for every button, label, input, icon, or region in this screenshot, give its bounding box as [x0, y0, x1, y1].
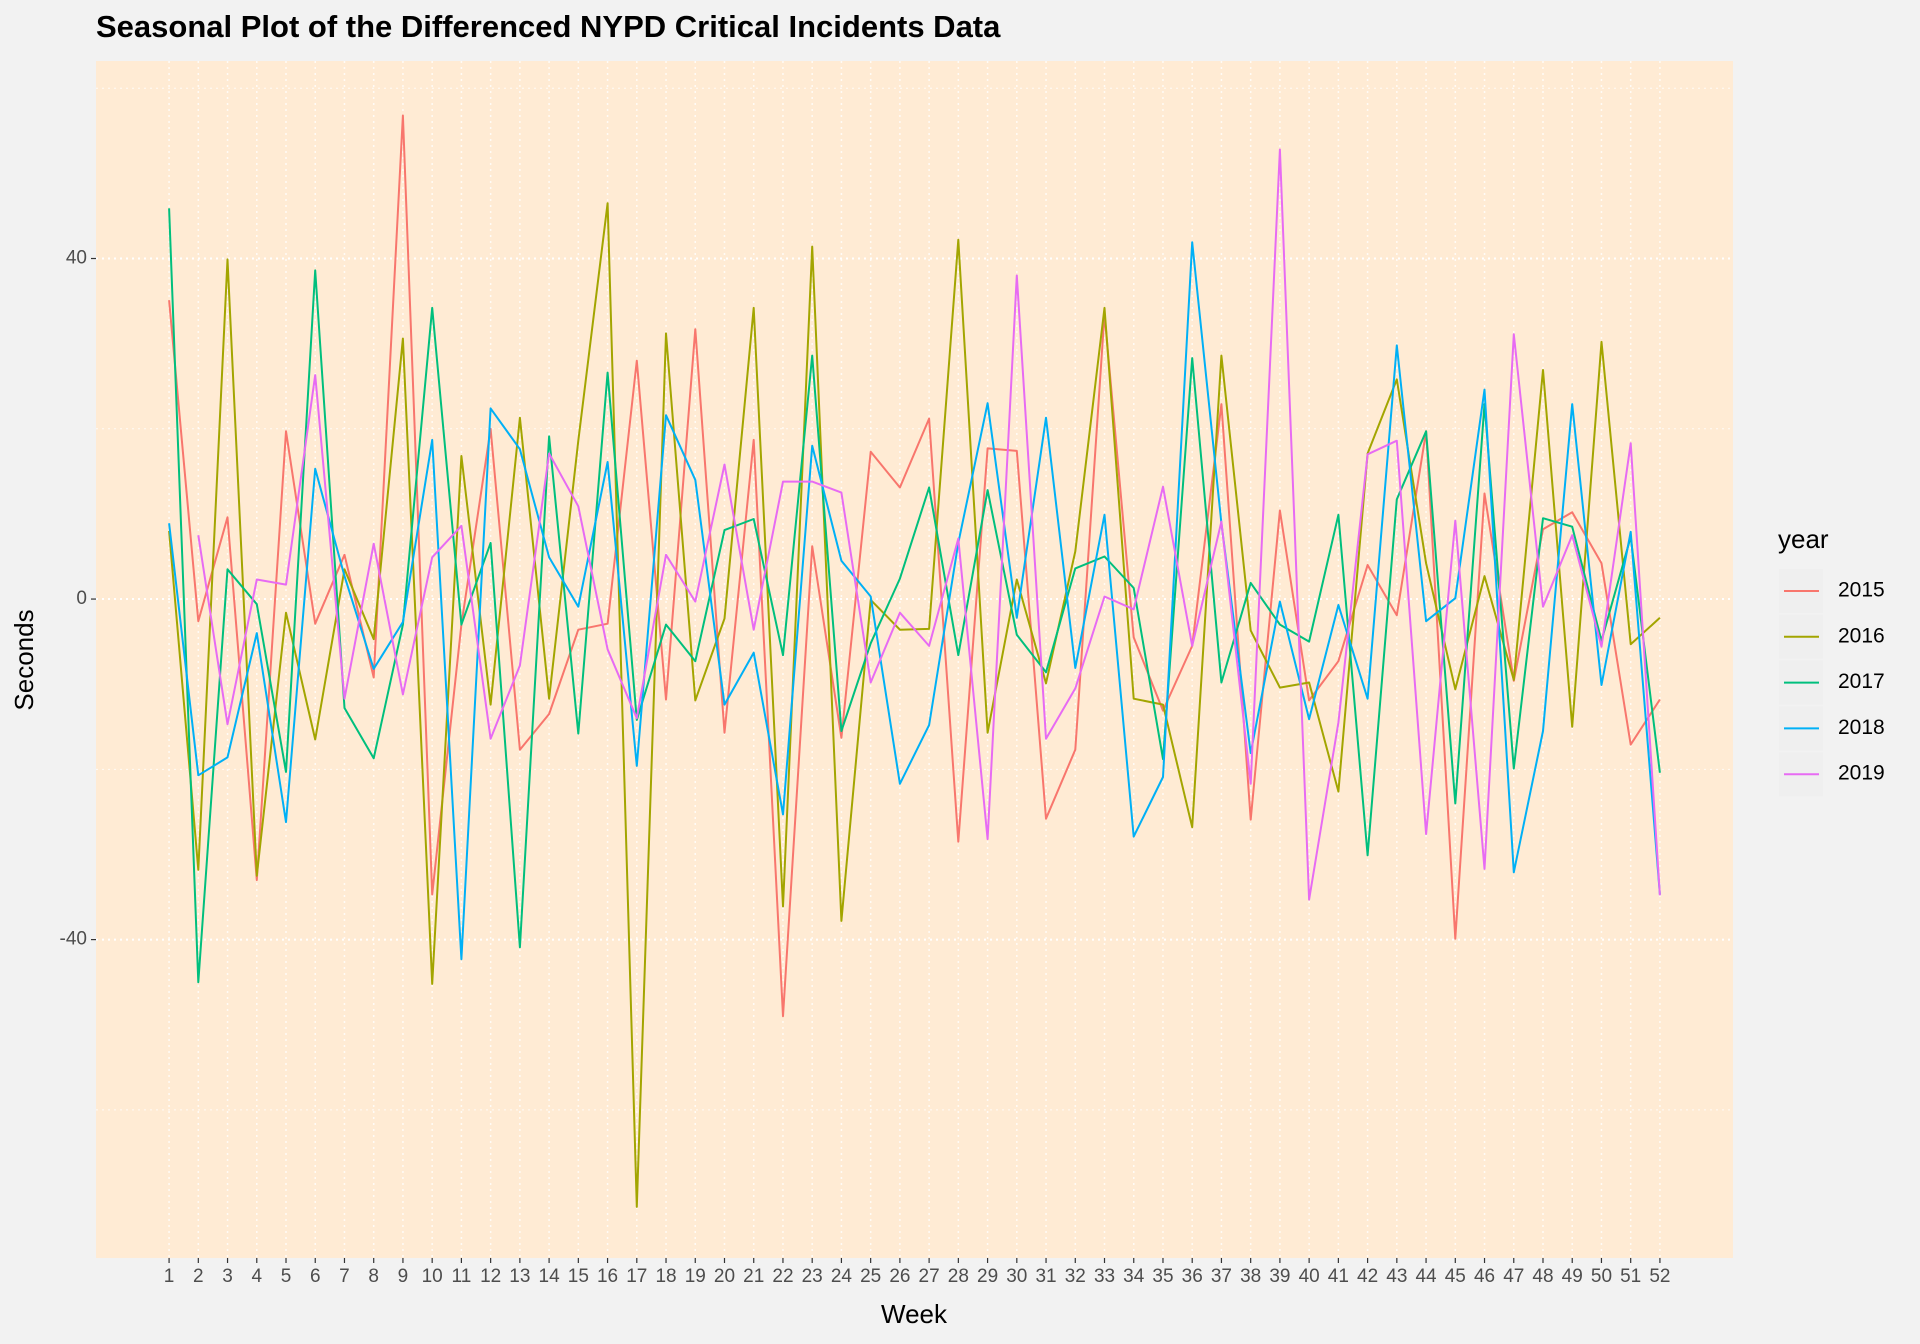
x-tick-label: 48	[1532, 1266, 1553, 1287]
x-tick-label: 2	[193, 1266, 204, 1287]
x-tick-label: 11	[452, 1266, 472, 1287]
x-tick-label: 49	[1562, 1266, 1583, 1287]
y-tick-label: 0	[76, 588, 87, 609]
legend-label: 2015	[1838, 579, 1885, 602]
x-tick-label: 40	[1299, 1266, 1320, 1287]
x-tick-label: 9	[398, 1266, 409, 1287]
x-tick-label: 47	[1503, 1266, 1524, 1287]
legend-label: 2016	[1838, 624, 1885, 647]
x-tick-label: 51	[1620, 1266, 1641, 1287]
x-tick-label: 19	[685, 1266, 706, 1287]
x-tick-label: 42	[1357, 1266, 1378, 1287]
x-tick-label: 36	[1182, 1266, 1203, 1287]
x-tick-label: 38	[1240, 1266, 1261, 1287]
x-tick-label: 12	[480, 1266, 501, 1287]
x-tick-label: 20	[714, 1266, 735, 1287]
x-tick-label: 14	[539, 1266, 561, 1287]
x-tick-label: 16	[597, 1266, 618, 1287]
x-tick-label: 28	[948, 1266, 969, 1287]
chart-title: Seasonal Plot of the Differenced NYPD Cr…	[96, 9, 1001, 44]
y-tick-label: 40	[66, 248, 87, 269]
x-tick-label: 37	[1211, 1266, 1232, 1287]
x-tick-label: 29	[977, 1266, 998, 1287]
x-tick-label: 46	[1474, 1266, 1495, 1287]
x-tick-label: 21	[743, 1266, 764, 1287]
x-tick-label: 3	[222, 1266, 233, 1287]
y-axis-label: Seconds	[9, 609, 39, 710]
x-tick-label: 43	[1386, 1266, 1407, 1287]
x-tick-label: 6	[310, 1266, 321, 1287]
x-tick-label: 22	[772, 1266, 793, 1287]
x-tick-label: 25	[860, 1266, 881, 1287]
x-tick-label: 34	[1123, 1266, 1145, 1287]
x-tick-label: 41	[1328, 1266, 1349, 1287]
x-tick-label: 17	[626, 1266, 647, 1287]
x-tick-label: 15	[568, 1266, 589, 1287]
x-tick-label: 8	[368, 1266, 379, 1287]
x-tick-label: 27	[919, 1266, 940, 1287]
x-tick-label: 10	[422, 1266, 443, 1287]
x-tick-label: 13	[509, 1266, 530, 1287]
x-tick-label: 5	[281, 1266, 292, 1287]
series-line	[168, 114, 1661, 1018]
series-line	[168, 241, 1661, 961]
series-line	[197, 148, 1661, 901]
x-tick-label: 18	[655, 1266, 676, 1287]
x-tick-label: 32	[1065, 1266, 1086, 1287]
x-tick-label: 30	[1006, 1266, 1027, 1287]
legend-label: 2018	[1838, 716, 1885, 739]
legend-title: year	[1778, 524, 1829, 554]
x-tick-label: 26	[889, 1266, 910, 1287]
x-tick-label: 44	[1415, 1266, 1437, 1287]
x-tick-label: 23	[802, 1266, 823, 1287]
x-tick-label: 50	[1591, 1266, 1612, 1287]
series-line	[168, 208, 1661, 984]
x-tick-label: 4	[251, 1266, 262, 1287]
legend-label: 2017	[1838, 670, 1885, 693]
x-tick-label: 52	[1649, 1266, 1670, 1287]
legend-label: 2019	[1838, 762, 1885, 785]
x-tick-label: 1	[164, 1266, 175, 1287]
x-tick-label: 45	[1445, 1266, 1466, 1287]
x-tick-label: 35	[1152, 1266, 1173, 1287]
x-tick-label: 39	[1269, 1266, 1290, 1287]
x-tick-label: 24	[831, 1266, 853, 1287]
x-tick-label: 31	[1035, 1266, 1056, 1287]
x-axis-label: Week	[881, 1299, 948, 1329]
x-tick-label: 7	[339, 1266, 350, 1287]
y-tick-label: -40	[60, 929, 87, 950]
x-tick-label: 33	[1094, 1266, 1115, 1287]
